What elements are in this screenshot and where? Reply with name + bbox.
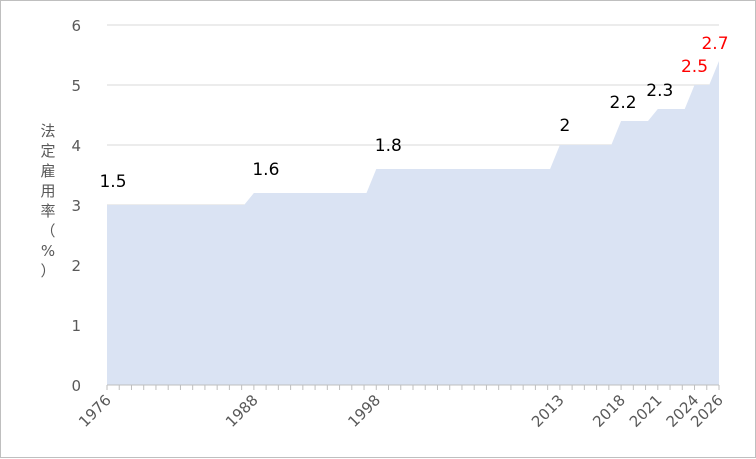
data-label: 2 xyxy=(559,116,570,136)
y-axis-label-char: 法 xyxy=(40,122,55,140)
y-tick-label: 6 xyxy=(71,17,81,35)
y-axis-label-char: 率 xyxy=(40,202,55,220)
data-label: 1.8 xyxy=(375,136,402,156)
data-label: 2.2 xyxy=(610,93,637,113)
y-axis-label-char: 用 xyxy=(40,182,55,200)
y-axis-label-char: % xyxy=(41,242,55,260)
y-axis-label-char: （ xyxy=(40,222,55,240)
y-tick-label: 5 xyxy=(71,77,81,95)
data-label: 1.6 xyxy=(252,160,279,180)
y-axis-label-char: ） xyxy=(40,262,55,280)
x-tick-label: 1988 xyxy=(222,391,262,431)
x-tick-label: 2021 xyxy=(626,391,666,431)
data-label: 2.7 xyxy=(701,34,728,54)
y-tick-label: 3 xyxy=(71,197,81,215)
x-tick-label: 2013 xyxy=(528,391,568,431)
x-tick-label: 1998 xyxy=(344,391,384,431)
y-tick-label: 2 xyxy=(71,257,81,275)
data-label: 2.3 xyxy=(646,81,673,101)
y-axis-label-char: 定 xyxy=(40,142,55,160)
y-axis-label-char: 雇 xyxy=(40,162,55,180)
y-tick-label: 4 xyxy=(71,137,81,155)
x-tick-label: 1976 xyxy=(75,391,115,431)
y-tick-label: 0 xyxy=(71,377,81,395)
x-tick-label: 2018 xyxy=(589,391,629,431)
y-tick-label: 1 xyxy=(71,317,81,335)
area-series xyxy=(107,61,719,385)
data-label: 1.5 xyxy=(99,172,126,192)
data-label: 2.5 xyxy=(681,57,708,77)
